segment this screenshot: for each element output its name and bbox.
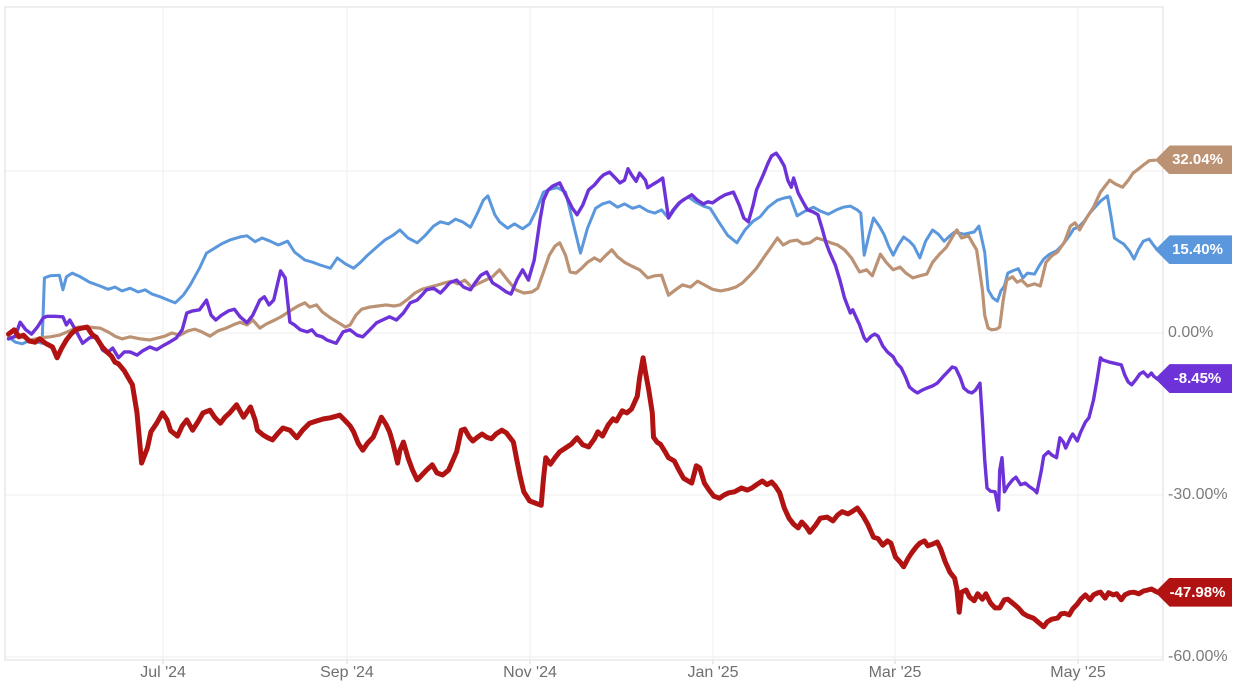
y-tick-label: -60.00%: [1168, 648, 1228, 665]
series-line-red: [6, 324, 1160, 630]
series-end-badge-red: -47.98%: [1155, 577, 1232, 607]
series-line-tan: [6, 158, 1157, 342]
series-line-purple: [6, 151, 1159, 512]
x-tick-label: Mar '25: [868, 664, 922, 681]
y-tick-label: -30.00%: [1168, 486, 1228, 503]
x-tick-label: Nov '24: [503, 664, 557, 681]
plot-border: [4, 6, 1164, 661]
x-tick-label: May '25: [1050, 664, 1106, 681]
series-end-badge-purple: -8.45%: [1155, 364, 1232, 394]
x-tick-label: Sep '24: [320, 664, 374, 681]
series-line-blue: [7, 186, 1159, 346]
series-end-badge-blue: 15.40%: [1155, 235, 1232, 265]
y-tick-label: 0.00%: [1168, 324, 1214, 341]
x-tick-label: Jul '24: [140, 664, 186, 681]
series-end-badge-tan: 32.04%: [1155, 145, 1232, 175]
x-tick-label: Jan '25: [687, 664, 739, 681]
